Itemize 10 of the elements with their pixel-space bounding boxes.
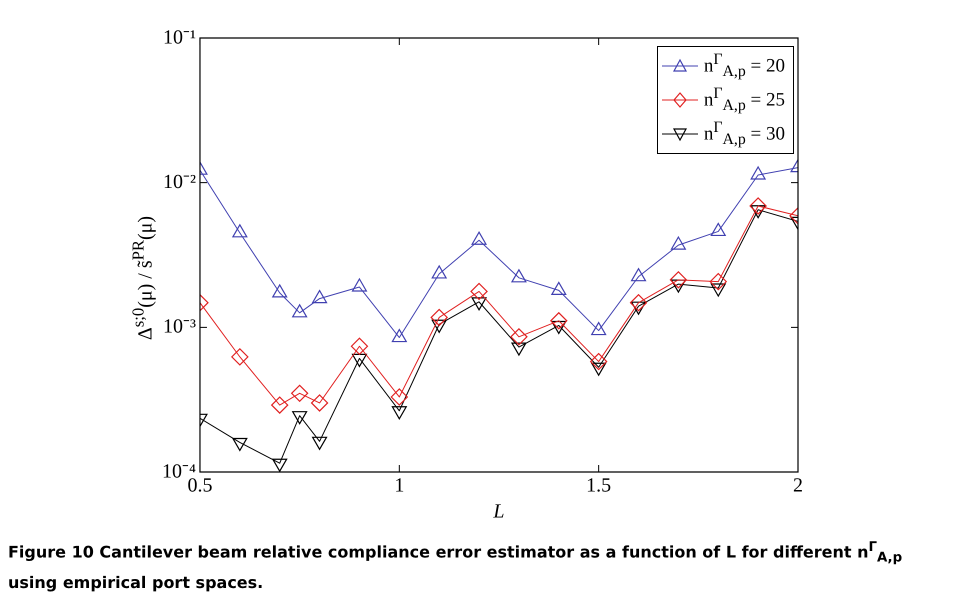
legend-label: n$^{Γ}$$_{A,p}$ = 20 bbox=[704, 50, 785, 82]
x-tick-label: 2 bbox=[793, 474, 803, 496]
legend-label: n$^{Γ}$$_{A,p}$ = 30 bbox=[704, 118, 785, 150]
x-tick-label: 1 bbox=[394, 474, 404, 496]
y-tick-label: 10⁻² bbox=[162, 170, 196, 193]
y-tick-label: 10⁻³ bbox=[162, 316, 196, 338]
x-tick-label: 1.5 bbox=[586, 474, 612, 496]
legend-label: n$^{Γ}$$_{A,p}$ = 25 bbox=[704, 84, 785, 116]
x-axis-title: L bbox=[492, 500, 505, 522]
y-tick-label: 10⁻¹ bbox=[162, 26, 196, 48]
